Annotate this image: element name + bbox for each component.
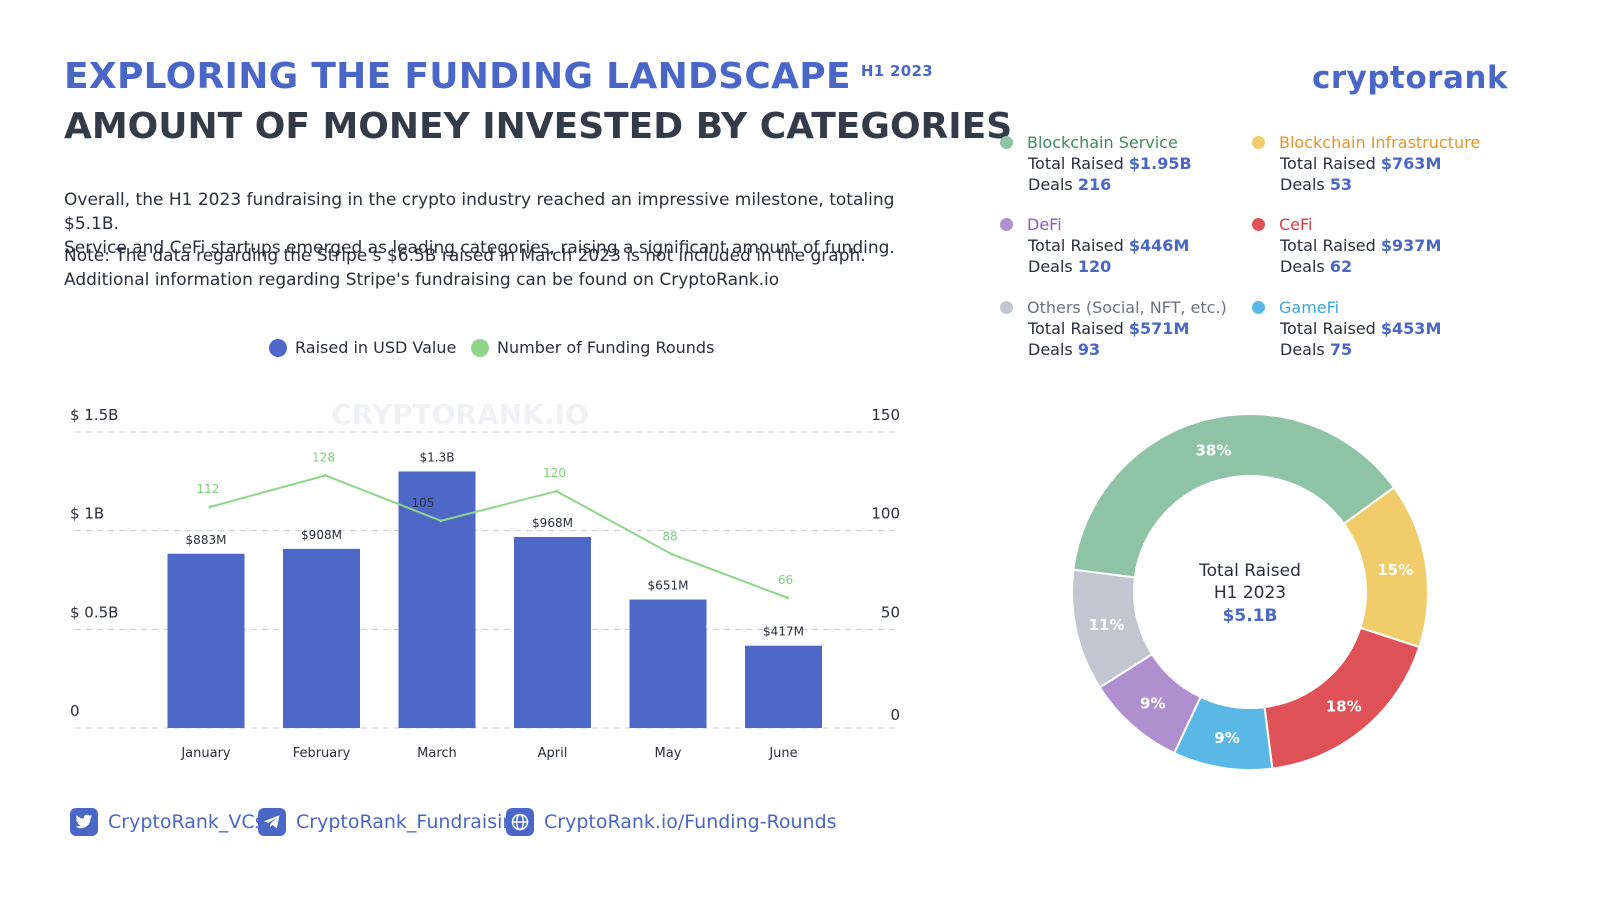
page-subtitle: AMOUNT OF MONEY INVESTED BY CATEGORIES xyxy=(64,106,1013,147)
bar-value-label: $651M xyxy=(648,579,689,593)
donut-slice-others-social-nft-etc- xyxy=(1071,568,1154,689)
line-value-label: 112 xyxy=(197,482,220,496)
note-paragraph: Note: The data regarding the Stripe’s $6… xyxy=(64,246,866,290)
line-value-label: 66 xyxy=(778,573,793,587)
bar-april xyxy=(514,536,591,728)
donut-slice-label: 18% xyxy=(1326,697,1362,715)
line-value-label: 105 xyxy=(412,496,435,510)
donut-center-value: $5.1B xyxy=(1223,606,1278,626)
category-cefi: CeFi Total Raised $937M Deals 62 xyxy=(1252,214,1441,277)
bar-march xyxy=(398,471,476,728)
bar-value-label: $968M xyxy=(532,516,573,530)
y-left-tick-label: $ 1B xyxy=(70,505,104,523)
bar-value-label: $1.3B xyxy=(420,450,455,464)
telegram-link[interactable]: CryptoRank_Fundraising xyxy=(258,808,526,836)
category-dot xyxy=(1000,218,1013,231)
donut-slice-label: 9% xyxy=(1214,729,1239,747)
y-right-tick-label: 100 xyxy=(871,505,900,523)
bar-value-label: $883M xyxy=(186,533,227,547)
line-point xyxy=(324,473,327,477)
donut-slice-label: 9% xyxy=(1140,694,1165,712)
bar-may xyxy=(629,599,707,728)
x-tick-label: February xyxy=(293,746,351,761)
x-tick-label: June xyxy=(768,746,797,761)
donut-slice-label: 11% xyxy=(1089,616,1125,634)
telegram-icon xyxy=(258,808,286,836)
category-dot xyxy=(1252,301,1265,314)
category-dot xyxy=(1000,301,1013,314)
twitter-icon xyxy=(70,808,98,836)
legend-dot-rounds xyxy=(471,338,489,357)
legend-item-rounds: Number of Funding Rounds xyxy=(471,338,714,357)
chart-legend: Raised in USD Value Number of Funding Ro… xyxy=(0,338,940,362)
page-title: EXPLORING THE FUNDING LANDSCAPE H1 2023 xyxy=(64,56,933,97)
funding-rounds-line xyxy=(209,474,788,599)
category-gamefi: GameFi Total Raised $453M Deals 75 xyxy=(1252,297,1441,360)
twitter-link[interactable]: CryptoRank_VCs xyxy=(70,808,265,836)
y-left-tick-label: $ 0.5B xyxy=(70,603,118,621)
donut-slice-label: 15% xyxy=(1377,561,1413,579)
category-blockchain-infrastructure: Blockchain Infrastructure Total Raised $… xyxy=(1252,132,1480,195)
line-point xyxy=(439,519,443,523)
line-point xyxy=(208,505,212,509)
line-value-label: 120 xyxy=(543,466,566,480)
x-tick-label: April xyxy=(538,746,568,761)
bar-june xyxy=(745,645,822,728)
y-right-tick-label: 0 xyxy=(890,706,900,724)
line-point xyxy=(786,596,789,600)
donut-center-period: H1 2023 xyxy=(1214,583,1286,603)
bar-january xyxy=(167,553,245,728)
chart-watermark: CRYPTORANK.IO xyxy=(331,398,589,431)
category-dot xyxy=(1000,136,1013,149)
category-others: Others (Social, NFT, etc.) Total Raised … xyxy=(1000,297,1227,360)
category-defi: DeFi Total Raised $446M Deals 120 xyxy=(1000,214,1189,277)
globe-icon xyxy=(506,808,534,836)
category-dot xyxy=(1252,136,1265,149)
bar-value-label: $908M xyxy=(301,528,342,542)
donut-slice-label: 38% xyxy=(1195,442,1231,460)
x-tick-label: May xyxy=(655,746,682,761)
legend-dot-raised xyxy=(269,338,287,357)
category-blockchain-service: Blockchain Service Total Raised $1.95B D… xyxy=(1000,132,1192,195)
website-link[interactable]: CryptoRank.io/Funding-Rounds xyxy=(506,808,837,836)
y-right-tick-label: 50 xyxy=(881,603,900,621)
x-tick-label: January xyxy=(180,746,231,761)
y-left-tick-label: $ 1.5B xyxy=(70,406,118,424)
line-point xyxy=(555,489,558,493)
donut-slice-blockchain-service xyxy=(1072,413,1396,579)
title-period-tag: H1 2023 xyxy=(860,62,933,80)
legend-item-raised: Raised in USD Value xyxy=(269,338,456,357)
funding-bar-line-chart: CRYPTORANK.IO 0 $ 0.5B $ 1B $ 1.5B 0 50 100 150 $… xyxy=(70,398,900,761)
y-right-tick-label: 150 xyxy=(871,406,900,424)
x-tick-label: March xyxy=(417,746,457,761)
bar-value-label: $417M xyxy=(763,625,804,639)
brand-logo: cryptorank xyxy=(1312,60,1509,96)
line-value-label: 88 xyxy=(662,529,677,543)
y-left-tick-label: 0 xyxy=(70,702,80,720)
line-value-label: 128 xyxy=(312,450,335,464)
summary-paragraph: Overall, the H1 2023 fundraising in the … xyxy=(64,190,895,258)
line-point xyxy=(670,552,674,556)
donut-center-title: Total Raised xyxy=(1198,561,1301,581)
category-dot xyxy=(1252,218,1265,231)
bar-february xyxy=(283,548,360,728)
